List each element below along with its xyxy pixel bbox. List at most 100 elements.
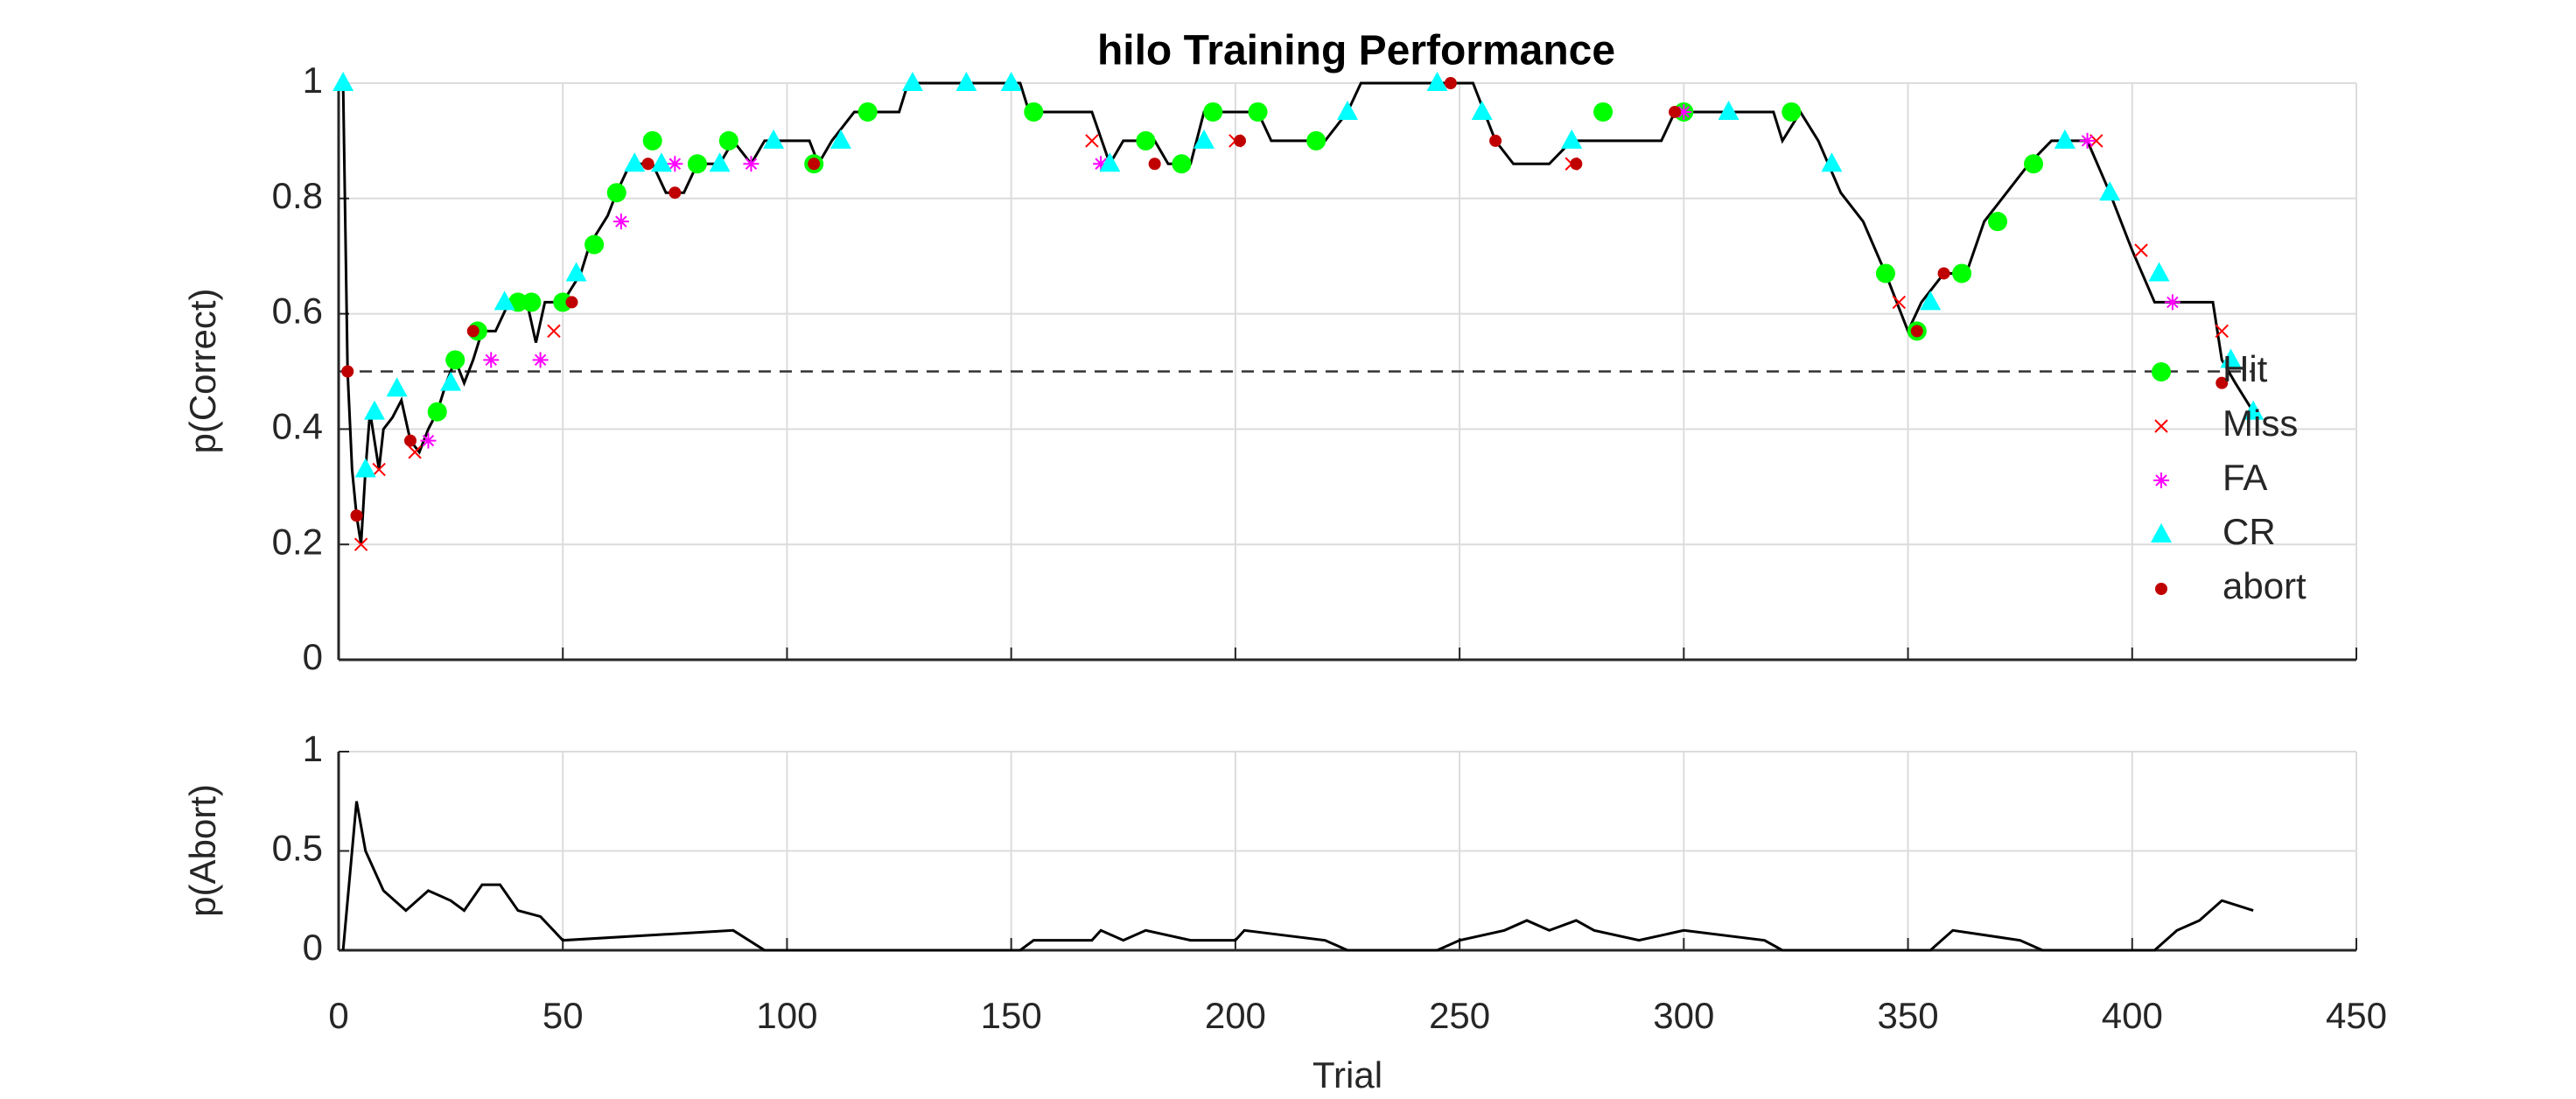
marker bbox=[1444, 77, 1457, 89]
marker-shape bbox=[1337, 100, 1358, 120]
legend-label: FA bbox=[2222, 457, 2267, 498]
marker-shape bbox=[1937, 267, 1950, 280]
marker bbox=[466, 325, 480, 338]
marker bbox=[2220, 348, 2242, 368]
marker bbox=[1203, 102, 1223, 122]
marker-shape bbox=[565, 296, 578, 309]
marker-shape bbox=[1426, 72, 1448, 91]
marker bbox=[1782, 102, 1802, 122]
marker-shape bbox=[420, 432, 437, 449]
marker bbox=[687, 154, 707, 174]
marker bbox=[1471, 100, 1493, 120]
marker-shape bbox=[1570, 158, 1583, 171]
marker-shape bbox=[466, 325, 480, 338]
marker-shape bbox=[363, 400, 385, 420]
marker-shape bbox=[763, 129, 785, 149]
marker bbox=[547, 324, 561, 339]
marker bbox=[718, 130, 738, 150]
marker-shape bbox=[350, 509, 363, 522]
marker-shape bbox=[2216, 376, 2229, 389]
marker-shape bbox=[808, 158, 821, 171]
marker bbox=[1000, 72, 1022, 91]
marker bbox=[808, 158, 821, 171]
marker-shape bbox=[403, 434, 416, 447]
marker bbox=[372, 462, 386, 477]
marker bbox=[1489, 134, 1502, 147]
marker bbox=[1426, 72, 1448, 91]
marker bbox=[1148, 158, 1161, 171]
marker bbox=[354, 458, 376, 478]
marker bbox=[1920, 290, 1942, 311]
marker-shape bbox=[2151, 523, 2172, 542]
marker-shape bbox=[2148, 262, 2170, 282]
marker-shape bbox=[1234, 134, 1247, 147]
x-tick-label: 50 bbox=[542, 995, 584, 1036]
marker bbox=[2152, 362, 2171, 382]
marker-shape bbox=[372, 462, 386, 477]
marker bbox=[667, 156, 683, 172]
marker-shape bbox=[1669, 105, 1682, 118]
marker bbox=[2164, 294, 2180, 311]
marker-shape bbox=[606, 183, 626, 203]
marker bbox=[1937, 267, 1950, 280]
marker bbox=[2148, 262, 2170, 282]
marker-shape bbox=[1136, 130, 1156, 150]
marker-shape bbox=[1892, 295, 1907, 310]
marker-shape bbox=[2134, 243, 2148, 257]
legend-label: Hit bbox=[2222, 348, 2268, 389]
marker bbox=[1821, 152, 1843, 172]
marker-shape bbox=[667, 156, 683, 172]
marker-shape bbox=[1024, 102, 1044, 122]
marker-shape bbox=[858, 102, 878, 122]
marker-shape bbox=[2099, 181, 2121, 201]
marker-shape bbox=[901, 72, 923, 91]
marker-shape bbox=[354, 537, 368, 551]
marker bbox=[403, 434, 416, 447]
marker bbox=[2054, 129, 2076, 149]
marker-shape bbox=[668, 186, 682, 200]
marker-shape bbox=[445, 350, 466, 370]
marker-shape bbox=[1489, 134, 1502, 147]
marker-shape bbox=[565, 262, 587, 282]
marker bbox=[420, 432, 437, 449]
marker-shape bbox=[1248, 102, 1268, 122]
marker-shape bbox=[1000, 72, 1022, 91]
marker-shape bbox=[2220, 348, 2242, 368]
marker bbox=[1892, 295, 1907, 310]
marker bbox=[763, 129, 785, 149]
marker bbox=[1306, 130, 1326, 150]
marker bbox=[1669, 105, 1682, 118]
x-tick-label: 100 bbox=[756, 995, 817, 1036]
y-tick-label: 0.5 bbox=[272, 828, 323, 869]
marker bbox=[332, 72, 354, 91]
marker bbox=[1337, 100, 1358, 120]
marker-shape bbox=[2079, 132, 2096, 149]
marker bbox=[624, 152, 646, 172]
marker-shape bbox=[2054, 129, 2076, 149]
marker bbox=[668, 186, 682, 200]
marker-shape bbox=[1988, 212, 2008, 232]
marker-shape bbox=[2024, 154, 2044, 174]
marker bbox=[2079, 132, 2096, 149]
marker-shape bbox=[830, 129, 851, 149]
marker bbox=[584, 234, 605, 255]
marker-shape bbox=[709, 152, 731, 172]
x-tick-label: 300 bbox=[1653, 995, 1714, 1036]
y-tick-label: 0.6 bbox=[272, 290, 323, 332]
marker-shape bbox=[494, 290, 515, 311]
x-tick-label: 350 bbox=[1878, 995, 1939, 1036]
marker bbox=[565, 262, 587, 282]
marker bbox=[1875, 263, 1895, 284]
marker-shape bbox=[1099, 152, 1121, 172]
y-tick-label: 0.2 bbox=[272, 521, 323, 562]
x-tick-label: 150 bbox=[981, 995, 1042, 1036]
marker bbox=[1952, 263, 1972, 284]
marker-shape bbox=[1085, 134, 1099, 148]
marker-shape bbox=[2164, 294, 2180, 311]
marker bbox=[553, 292, 573, 312]
marker bbox=[1172, 154, 1192, 174]
marker bbox=[830, 129, 851, 149]
marker bbox=[341, 365, 354, 378]
y-tick-label: 1 bbox=[303, 60, 323, 101]
